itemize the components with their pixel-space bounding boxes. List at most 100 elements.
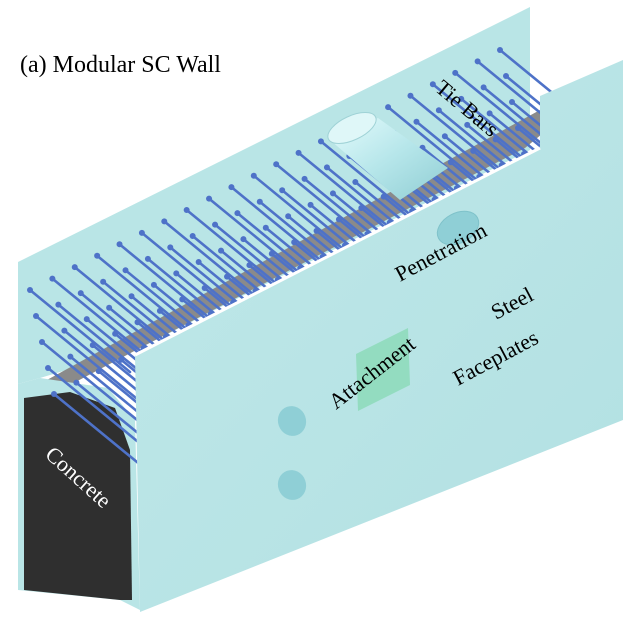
tie-bar-head: [441, 133, 448, 140]
tie-bar-head: [33, 313, 39, 319]
tie-bar-head: [77, 290, 84, 297]
hole-upper: [277, 406, 307, 436]
tie-bar: [453, 71, 557, 157]
tie-bar-head: [285, 213, 292, 220]
tie-bar-head: [118, 356, 125, 363]
tie-bar-head: [509, 99, 515, 105]
concrete-top-surface: [25, 82, 605, 406]
tie-bar-head: [279, 187, 286, 194]
tie-bar-head: [480, 84, 487, 91]
tie-bar-head: [335, 216, 342, 223]
tie-bar: [51, 277, 154, 362]
tie-bar-head: [246, 262, 253, 269]
tie-bar-head: [447, 159, 454, 166]
tie-bar-head: [39, 339, 45, 345]
penetration-opening: [436, 210, 480, 246]
tie-bar-head: [435, 107, 442, 114]
tie-bar-head: [94, 252, 101, 259]
tie-bar-head: [122, 267, 129, 274]
tie-bar: [34, 314, 138, 400]
tie-bar-head: [407, 92, 414, 99]
tie-bar: [409, 94, 512, 180]
tie-bar-head: [317, 138, 324, 145]
tie-bar-head: [156, 307, 163, 314]
tie-bar-head: [268, 250, 275, 257]
attachment-plate: [356, 328, 410, 411]
tie-bar-head: [83, 316, 90, 323]
tie-bar-head: [167, 244, 174, 251]
tie-bar-head: [492, 136, 499, 143]
tie-bar-head: [413, 118, 420, 125]
back-faceplate: [18, 7, 530, 384]
tie-bar-head: [503, 73, 509, 79]
tie-bar-head: [234, 210, 241, 217]
tie-bar: [319, 140, 423, 225]
tie-bar-head: [486, 110, 493, 117]
tie-bar: [297, 151, 400, 237]
tie-bar-head: [262, 224, 269, 231]
tie-bar-head: [429, 81, 436, 88]
tie-bar-head: [228, 184, 235, 191]
tie-bar-head: [458, 95, 465, 102]
tie-bar-head: [106, 304, 113, 311]
tie-bar-head: [173, 270, 180, 277]
tie-bar-head: [112, 330, 119, 337]
tie-bar-head: [89, 342, 96, 349]
tie-bar-head: [474, 58, 481, 65]
front-faceplate: [135, 60, 623, 612]
tie-bar-head: [55, 301, 62, 308]
tie-bar-head: [240, 236, 247, 243]
tie-bar-head: [464, 121, 471, 128]
tie-bar: [28, 288, 132, 374]
faceplate-top-edge: [134, 146, 541, 357]
tie-bar-head: [470, 147, 477, 154]
tie-bar: [386, 105, 490, 191]
tie-bar-head: [116, 241, 123, 248]
tie-bar-head: [295, 149, 302, 156]
tie-bar-head: [329, 190, 336, 197]
tie-bar-head: [301, 175, 308, 182]
tie-bar-head: [218, 247, 225, 254]
tie-bar: [274, 162, 378, 248]
tie-bar-head: [195, 259, 202, 265]
tie-bar-head: [313, 227, 320, 234]
tie-bar-head: [183, 207, 190, 213]
tie-bar-head: [71, 264, 78, 271]
tie-bar-head: [212, 221, 219, 228]
tie-bar: [162, 220, 266, 305]
tie-bar-head: [144, 255, 151, 262]
tie-bar: [46, 366, 150, 452]
tie-bar-head: [45, 365, 51, 371]
tie-bar-head: [67, 353, 74, 360]
hole-lower: [277, 470, 307, 500]
tie-bar-head: [100, 278, 107, 285]
tie-bar: [185, 208, 288, 294]
tie-bar-head: [189, 233, 196, 239]
tie-bar-head: [201, 285, 208, 291]
tie-bar: [252, 174, 356, 260]
tie-bar-head: [73, 379, 80, 386]
tie-bar-head: [128, 293, 135, 300]
tie-bar-head: [150, 281, 157, 288]
tie-bar-head: [515, 125, 521, 131]
tie-bar-head: [206, 195, 213, 202]
tie-bar-head: [358, 205, 365, 211]
tie-bar-head: [273, 161, 280, 168]
tie-bar: [40, 340, 144, 426]
tie-bar-head: [291, 239, 298, 246]
tie-bar-head: [51, 391, 57, 397]
tie-bar-head: [323, 164, 330, 171]
tie-bar: [230, 185, 333, 271]
tie-bar-head: [161, 218, 168, 225]
tie-bar-head: [380, 193, 387, 200]
tie-bar-head: [256, 198, 263, 205]
tie-bar-head: [452, 69, 459, 76]
tie-bar: [140, 231, 244, 317]
tie-bar-head: [224, 273, 231, 280]
figure-title: (a) Modular SC Wall: [20, 52, 221, 78]
tie-bar-head: [134, 319, 141, 326]
tie-bar-head: [49, 275, 56, 282]
tie-bar: [118, 242, 221, 328]
